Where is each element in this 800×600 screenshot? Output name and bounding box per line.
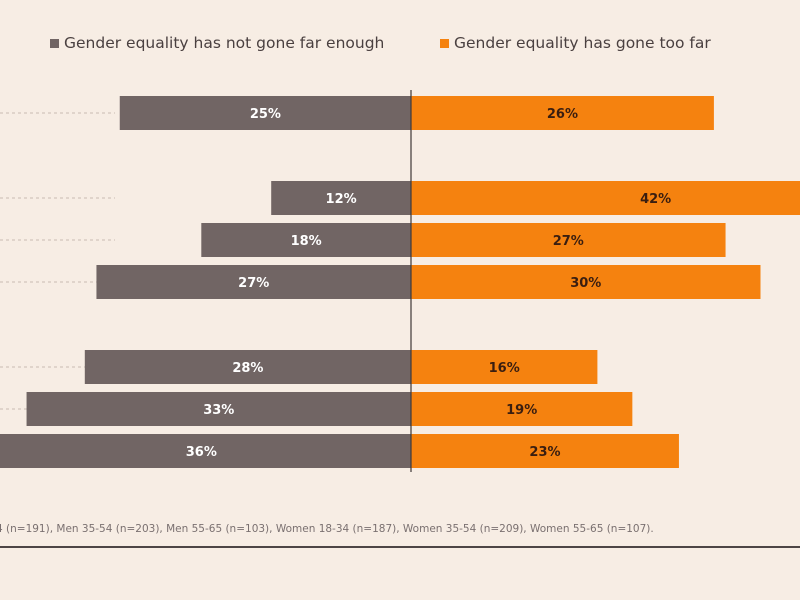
bar-not-far-enough	[0, 434, 411, 468]
data-label-too-far: 16%	[489, 361, 520, 376]
footer-rule	[0, 546, 800, 548]
legend-label: Gender equality has not gone far enough	[64, 34, 385, 52]
data-label-not-far-enough: 33%	[203, 403, 234, 418]
data-label-not-far-enough: 36%	[186, 445, 217, 460]
legend-swatch-grey	[50, 38, 59, 48]
bar-not-far-enough	[119, 96, 411, 130]
data-label-not-far-enough: 27%	[238, 276, 269, 291]
data-label-not-far-enough: 28%	[232, 361, 263, 376]
legend-item-not-far-enough: Gender equality has not gone far enough	[50, 34, 384, 52]
legend-item-too-far: Gender equality has gone too far	[440, 34, 711, 52]
bar-too-far	[411, 265, 761, 299]
data-label-too-far: 19%	[506, 403, 537, 418]
data-label-too-far: 42%	[640, 192, 671, 207]
bar-not-far-enough	[201, 223, 411, 257]
bar-not-far-enough	[84, 350, 412, 384]
bar-not-far-enough	[26, 392, 412, 426]
data-label-too-far: 23%	[529, 445, 560, 460]
data-label-too-far: 30%	[570, 276, 601, 291]
bar-too-far	[411, 350, 598, 384]
bar-too-far	[411, 223, 726, 257]
bar-too-far	[411, 392, 633, 426]
data-label-not-far-enough: 12%	[326, 192, 357, 207]
footnote: 4 (n=191), Men 35-54 (n=203), Men 55-65 …	[0, 523, 654, 535]
legend-swatch-orange	[440, 38, 449, 48]
data-label-too-far: 26%	[547, 107, 578, 122]
bar-not-far-enough	[271, 181, 411, 215]
data-label-not-far-enough: 18%	[291, 234, 322, 249]
data-label-too-far: 27%	[553, 234, 584, 249]
bar-not-far-enough	[96, 265, 411, 299]
bar-too-far	[411, 434, 679, 468]
legend-label: Gender equality has gone too far	[454, 34, 711, 52]
bar-too-far	[411, 181, 800, 215]
bar-too-far	[411, 96, 714, 130]
data-label-not-far-enough: 25%	[250, 107, 281, 122]
